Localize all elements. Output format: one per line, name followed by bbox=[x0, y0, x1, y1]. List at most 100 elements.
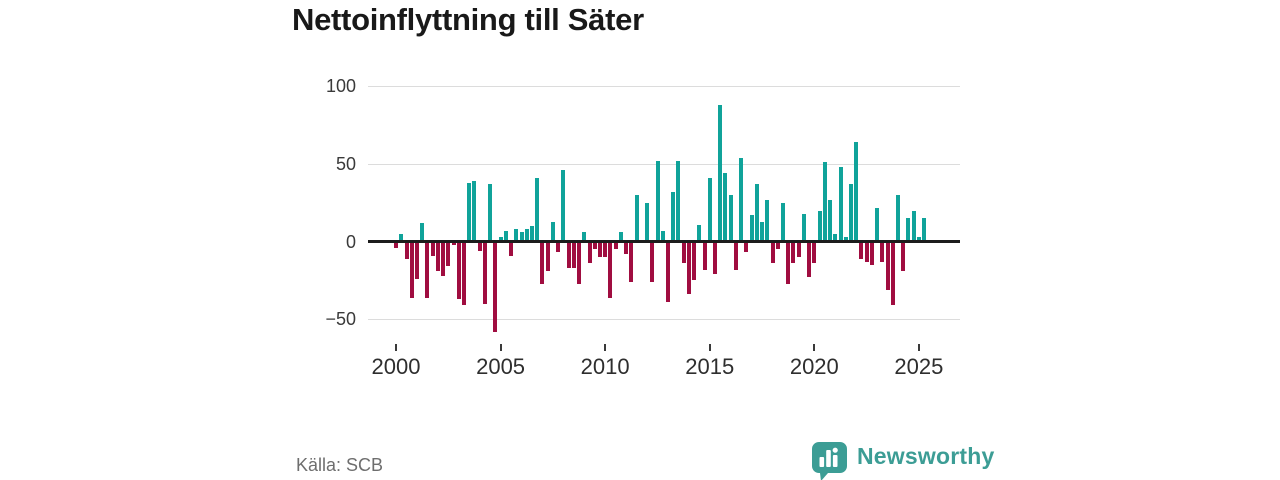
bar-positive bbox=[780, 202, 785, 242]
bar-negative bbox=[409, 243, 414, 298]
bar-negative bbox=[446, 243, 451, 267]
y-axis-label: 50 bbox=[335, 154, 356, 174]
bar-positive bbox=[645, 202, 649, 242]
bar-negative bbox=[613, 243, 618, 250]
bar-positive bbox=[854, 142, 859, 242]
gridline bbox=[368, 163, 960, 165]
bar-positive bbox=[760, 221, 764, 242]
bar-negative bbox=[451, 243, 456, 245]
bar-positive bbox=[697, 224, 702, 242]
x-axis-zero-line bbox=[368, 240, 960, 244]
bar-positive bbox=[822, 162, 827, 242]
bar-negative bbox=[577, 243, 581, 284]
bar-negative bbox=[394, 243, 398, 248]
bar-negative bbox=[864, 243, 869, 262]
bar-negative bbox=[566, 243, 571, 269]
bar-positive bbox=[843, 237, 848, 242]
x-axis-label: 2000 bbox=[371, 354, 421, 379]
bar-positive bbox=[519, 232, 524, 242]
bar-negative bbox=[681, 243, 686, 264]
bar-negative bbox=[692, 243, 697, 281]
bar-positive bbox=[817, 210, 822, 242]
x-axis-label: 2025 bbox=[894, 354, 944, 379]
bar-negative bbox=[807, 243, 812, 278]
chart-title: Nettoinflyttning till Säter bbox=[292, 2, 644, 37]
x-axis-label: 2005 bbox=[476, 354, 526, 379]
bar-positive bbox=[467, 182, 472, 242]
bar-positive bbox=[875, 207, 880, 242]
bar-positive bbox=[550, 221, 555, 242]
gridline bbox=[368, 318, 960, 320]
bar-positive bbox=[838, 167, 843, 242]
bar-negative bbox=[545, 243, 550, 272]
bar-negative bbox=[571, 243, 576, 269]
bar-positive bbox=[582, 232, 587, 242]
bar-negative bbox=[744, 243, 749, 253]
bar-positive bbox=[618, 232, 623, 242]
y-axis-label: −50 bbox=[325, 309, 356, 330]
bar-negative bbox=[404, 243, 409, 259]
newsworthy-logo-icon bbox=[812, 442, 847, 480]
bar-negative bbox=[456, 243, 461, 300]
x-axis-tick bbox=[604, 344, 607, 351]
bar-negative bbox=[608, 243, 613, 298]
bar-negative bbox=[477, 243, 482, 251]
bar-negative bbox=[880, 243, 885, 262]
bar-positive bbox=[833, 233, 838, 242]
bar-negative bbox=[812, 243, 817, 264]
x-axis-tick bbox=[813, 344, 816, 351]
bar-negative bbox=[482, 243, 487, 304]
bar-positive bbox=[634, 195, 639, 242]
bar-positive bbox=[728, 195, 733, 242]
x-axis-tick bbox=[708, 344, 711, 351]
bar-positive bbox=[911, 210, 916, 242]
bar-negative bbox=[509, 243, 513, 256]
x-axis-label: 2015 bbox=[685, 354, 735, 379]
bar-negative bbox=[624, 243, 629, 255]
bar-positive bbox=[801, 213, 806, 242]
bar-positive bbox=[754, 184, 759, 242]
x-axis-tick bbox=[395, 344, 397, 351]
bar-positive bbox=[828, 199, 832, 242]
bar-positive bbox=[749, 215, 754, 242]
bar-positive bbox=[676, 160, 681, 242]
bar-positive bbox=[399, 233, 404, 242]
bar-negative bbox=[786, 243, 791, 284]
bar-negative bbox=[462, 243, 466, 306]
bar-positive bbox=[488, 184, 493, 242]
bar-negative bbox=[859, 243, 864, 259]
bar-positive bbox=[498, 237, 503, 242]
bar-negative bbox=[650, 243, 655, 283]
bar-negative bbox=[791, 243, 796, 264]
bar-negative bbox=[441, 243, 446, 276]
bar-negative bbox=[770, 243, 775, 264]
bar-positive bbox=[535, 178, 540, 242]
bar-negative bbox=[713, 243, 717, 275]
bar-positive bbox=[723, 173, 728, 242]
bar-negative bbox=[885, 243, 890, 290]
bar-positive bbox=[922, 218, 927, 242]
bar-positive bbox=[503, 230, 508, 242]
bar-positive bbox=[916, 237, 921, 242]
bar-negative bbox=[540, 243, 545, 284]
bar-positive bbox=[671, 192, 676, 242]
bar-positive bbox=[420, 223, 425, 242]
x-axis-label: 2010 bbox=[580, 354, 630, 379]
bar-positive bbox=[718, 104, 723, 242]
bar-negative bbox=[430, 243, 435, 256]
bar-negative bbox=[686, 243, 691, 295]
bar-negative bbox=[592, 243, 597, 250]
bar-positive bbox=[524, 229, 529, 242]
bar-negative bbox=[702, 243, 707, 270]
y-axis-label: 100 bbox=[325, 76, 356, 97]
bar-positive bbox=[906, 218, 911, 242]
bar-negative bbox=[587, 243, 592, 264]
bar-positive bbox=[765, 199, 770, 242]
bar-negative bbox=[796, 243, 801, 258]
bar-positive bbox=[530, 226, 534, 242]
bar-positive bbox=[896, 195, 900, 242]
bar-negative bbox=[425, 243, 430, 298]
bar-negative bbox=[556, 243, 561, 253]
source-note: Källa: SCB bbox=[296, 455, 384, 475]
